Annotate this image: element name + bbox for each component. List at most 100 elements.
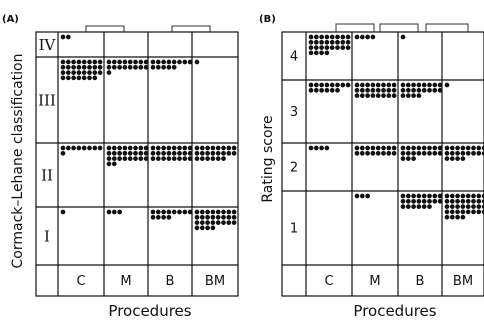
panel-b-dot-4-C bbox=[319, 45, 324, 50]
panel-b-dot-2-B bbox=[411, 156, 416, 161]
panel-a-dot-III-M bbox=[117, 59, 122, 65]
panel-b-dot-1-B bbox=[432, 193, 438, 199]
panel-b-dot-1-BM bbox=[460, 209, 466, 215]
panel-b-grid-lines bbox=[281, 31, 484, 297]
panel-b-dot-3-M bbox=[365, 87, 370, 93]
panel-a-dot-II-B bbox=[166, 145, 172, 151]
panel-b-dot-2-B bbox=[432, 150, 438, 156]
panel-b-dot-2-M bbox=[354, 145, 360, 151]
panel-a-dot-I-BM bbox=[231, 209, 237, 215]
panel-b-dot-3-C bbox=[313, 87, 319, 93]
panel-b-dot-2-M bbox=[365, 145, 370, 151]
panel-a-dot-I-BM bbox=[205, 220, 210, 225]
panel-b-dot-1-BM bbox=[471, 193, 476, 199]
panel-b-dot-3-B bbox=[416, 82, 422, 88]
panel-a-dot-I-BM bbox=[221, 214, 226, 220]
panel-b-dot-3-B bbox=[432, 87, 438, 93]
panel-a-dot-III-M bbox=[111, 64, 117, 70]
panel-b-dot-2-M bbox=[359, 150, 365, 156]
panel-a-dot-I-B bbox=[161, 214, 166, 220]
panel-b-dot-3-M bbox=[375, 87, 381, 93]
panel-a-dot-I-B bbox=[177, 209, 182, 215]
panel-a-dot-III-B bbox=[150, 59, 156, 65]
panel-a-dot-III-C bbox=[71, 70, 76, 75]
panel-b-dot-1-B bbox=[427, 193, 432, 199]
panel-a-dot-II-B bbox=[177, 156, 182, 161]
panel-a-dot-II-BM bbox=[194, 156, 200, 161]
panel-b-dot-1-BM bbox=[449, 198, 455, 204]
panel-b-dot-2-B bbox=[427, 145, 432, 151]
panel-a-dot-II-BM bbox=[210, 150, 216, 156]
panel-b-dot-1-BM bbox=[460, 214, 466, 220]
panel-a-dot-II-M bbox=[106, 161, 112, 167]
panel-b-dot-3-B bbox=[405, 93, 411, 98]
panel-b-dot-1-B bbox=[427, 198, 432, 204]
panel-b-dot-4-M bbox=[370, 34, 376, 40]
panel-a-dot-II-BM bbox=[205, 156, 210, 161]
panel-b-dot-3-C bbox=[308, 82, 314, 88]
panel-a-dot-I-BM bbox=[205, 225, 210, 231]
panel-a-dot-II-BM bbox=[199, 145, 205, 151]
panel-a-dot-III-B bbox=[155, 59, 161, 65]
panel-a-dot-III-C bbox=[92, 75, 98, 81]
panel-b-dot-1-BM bbox=[471, 209, 476, 215]
panel-a-dot-II-M bbox=[143, 145, 149, 151]
panel-a-dot-II-BM bbox=[226, 145, 232, 151]
panel-a-dot-III-C bbox=[92, 64, 98, 70]
panel-a-dot-II-B bbox=[187, 150, 193, 156]
panel-b-dot-1-BM bbox=[476, 204, 482, 209]
panel-b-dot-1-BM bbox=[455, 209, 460, 215]
panel-a-dot-III-C bbox=[76, 70, 82, 75]
panel-b-dot-1-BM bbox=[455, 193, 460, 199]
panel-a-dot-III-C bbox=[65, 75, 71, 81]
panel-b-dot-3-B bbox=[437, 87, 443, 93]
panel-b-dot-3-M bbox=[391, 82, 397, 88]
panel-b-dot-3-M bbox=[370, 87, 376, 93]
panel-a-dot-I-B bbox=[187, 209, 193, 215]
panel-b-dot-1-B bbox=[400, 198, 406, 204]
panel-b-dot-1-B bbox=[405, 204, 411, 209]
panel-a-dot-II-C bbox=[76, 145, 82, 151]
panel-b-dot-1-BM bbox=[449, 209, 455, 215]
panel-a-dot-II-M bbox=[133, 150, 138, 156]
panel-b-dot-4-C bbox=[329, 34, 335, 40]
panel-b-dot-3-B bbox=[400, 93, 406, 98]
panel-b-dot-1-BM bbox=[471, 204, 476, 209]
panel-a-dot-II-M bbox=[138, 145, 144, 151]
panel-b-dot-2-M bbox=[375, 145, 381, 151]
panel-b-dot-2-BM bbox=[471, 150, 476, 156]
panel-b-dot-2-BM bbox=[449, 156, 455, 161]
panel-b-dot-3-M bbox=[375, 93, 381, 98]
panel-a-dot-III-C bbox=[97, 59, 103, 65]
panel-b-dot-2-M bbox=[381, 150, 386, 156]
panel-a-dot-III-M bbox=[138, 64, 144, 70]
panel-b-dot-1-B bbox=[421, 198, 427, 204]
panel-a-dot-III-C bbox=[81, 75, 87, 81]
panel-b-dot-2-C bbox=[308, 145, 314, 151]
panel-b-dot-1-M bbox=[354, 193, 360, 199]
panel-a-dot-III-C bbox=[71, 64, 76, 70]
panel-b-dot-2-BM bbox=[460, 145, 466, 151]
panel-a-dot-IV-C bbox=[65, 34, 71, 40]
panel-a-dot-II-B bbox=[177, 150, 182, 156]
panel-b-row-label: 2 bbox=[290, 161, 298, 176]
panel-b-dot-1-BM bbox=[460, 204, 466, 209]
panel-a-dot-II-B bbox=[177, 145, 182, 151]
panel-a-dot-I-BM bbox=[199, 220, 205, 225]
panel-b-dot-3-M bbox=[381, 87, 386, 93]
panel-b-dot-1-BM bbox=[476, 198, 482, 204]
panel-a-row-label: IV bbox=[39, 36, 57, 54]
panel-a-dot-III-C bbox=[65, 59, 71, 65]
panel-a-dot-III-M bbox=[106, 64, 112, 70]
panel-b-dot-3-M bbox=[359, 82, 365, 88]
panel-b-dot-3-M bbox=[359, 93, 365, 98]
panel-b-dot-1-BM bbox=[481, 209, 484, 215]
panel-a-dot-II-B bbox=[171, 145, 177, 151]
panel-a-dot-III-C bbox=[87, 64, 92, 70]
panel-a-dot-II-BM bbox=[221, 150, 226, 156]
panel-b-dot-3-B bbox=[411, 93, 416, 98]
panel-a-dot-II-B bbox=[187, 156, 193, 161]
panel-b-dot-2-BM bbox=[476, 145, 482, 151]
panel-a-dot-II-BM bbox=[199, 150, 205, 156]
